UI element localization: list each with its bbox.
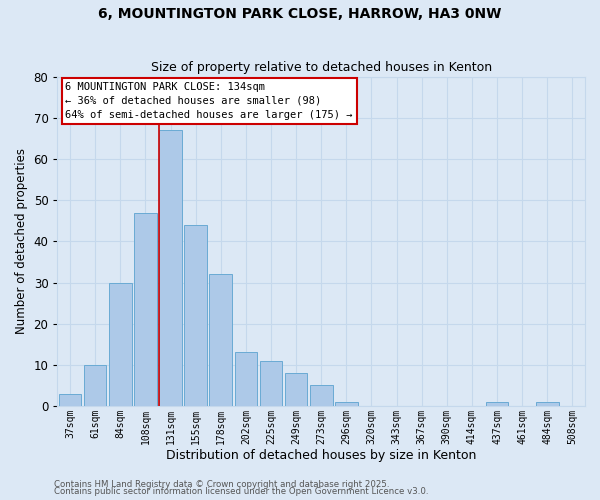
Text: 6 MOUNTINGTON PARK CLOSE: 134sqm
← 36% of detached houses are smaller (98)
64% o: 6 MOUNTINGTON PARK CLOSE: 134sqm ← 36% o… xyxy=(65,82,353,120)
Bar xyxy=(134,212,157,406)
Bar xyxy=(335,402,358,406)
Bar xyxy=(536,402,559,406)
Bar xyxy=(260,360,282,406)
X-axis label: Distribution of detached houses by size in Kenton: Distribution of detached houses by size … xyxy=(166,450,476,462)
Bar xyxy=(159,130,182,406)
Bar xyxy=(285,373,307,406)
Bar xyxy=(109,282,131,406)
Text: Contains public sector information licensed under the Open Government Licence v3: Contains public sector information licen… xyxy=(54,488,428,496)
Bar xyxy=(209,274,232,406)
Y-axis label: Number of detached properties: Number of detached properties xyxy=(15,148,28,334)
Title: Size of property relative to detached houses in Kenton: Size of property relative to detached ho… xyxy=(151,62,492,74)
Bar xyxy=(84,365,106,406)
Text: Contains HM Land Registry data © Crown copyright and database right 2025.: Contains HM Land Registry data © Crown c… xyxy=(54,480,389,489)
Bar xyxy=(310,386,332,406)
Bar xyxy=(184,225,207,406)
Text: 6, MOUNTINGTON PARK CLOSE, HARROW, HA3 0NW: 6, MOUNTINGTON PARK CLOSE, HARROW, HA3 0… xyxy=(98,8,502,22)
Bar xyxy=(486,402,508,406)
Bar xyxy=(235,352,257,406)
Bar xyxy=(59,394,82,406)
